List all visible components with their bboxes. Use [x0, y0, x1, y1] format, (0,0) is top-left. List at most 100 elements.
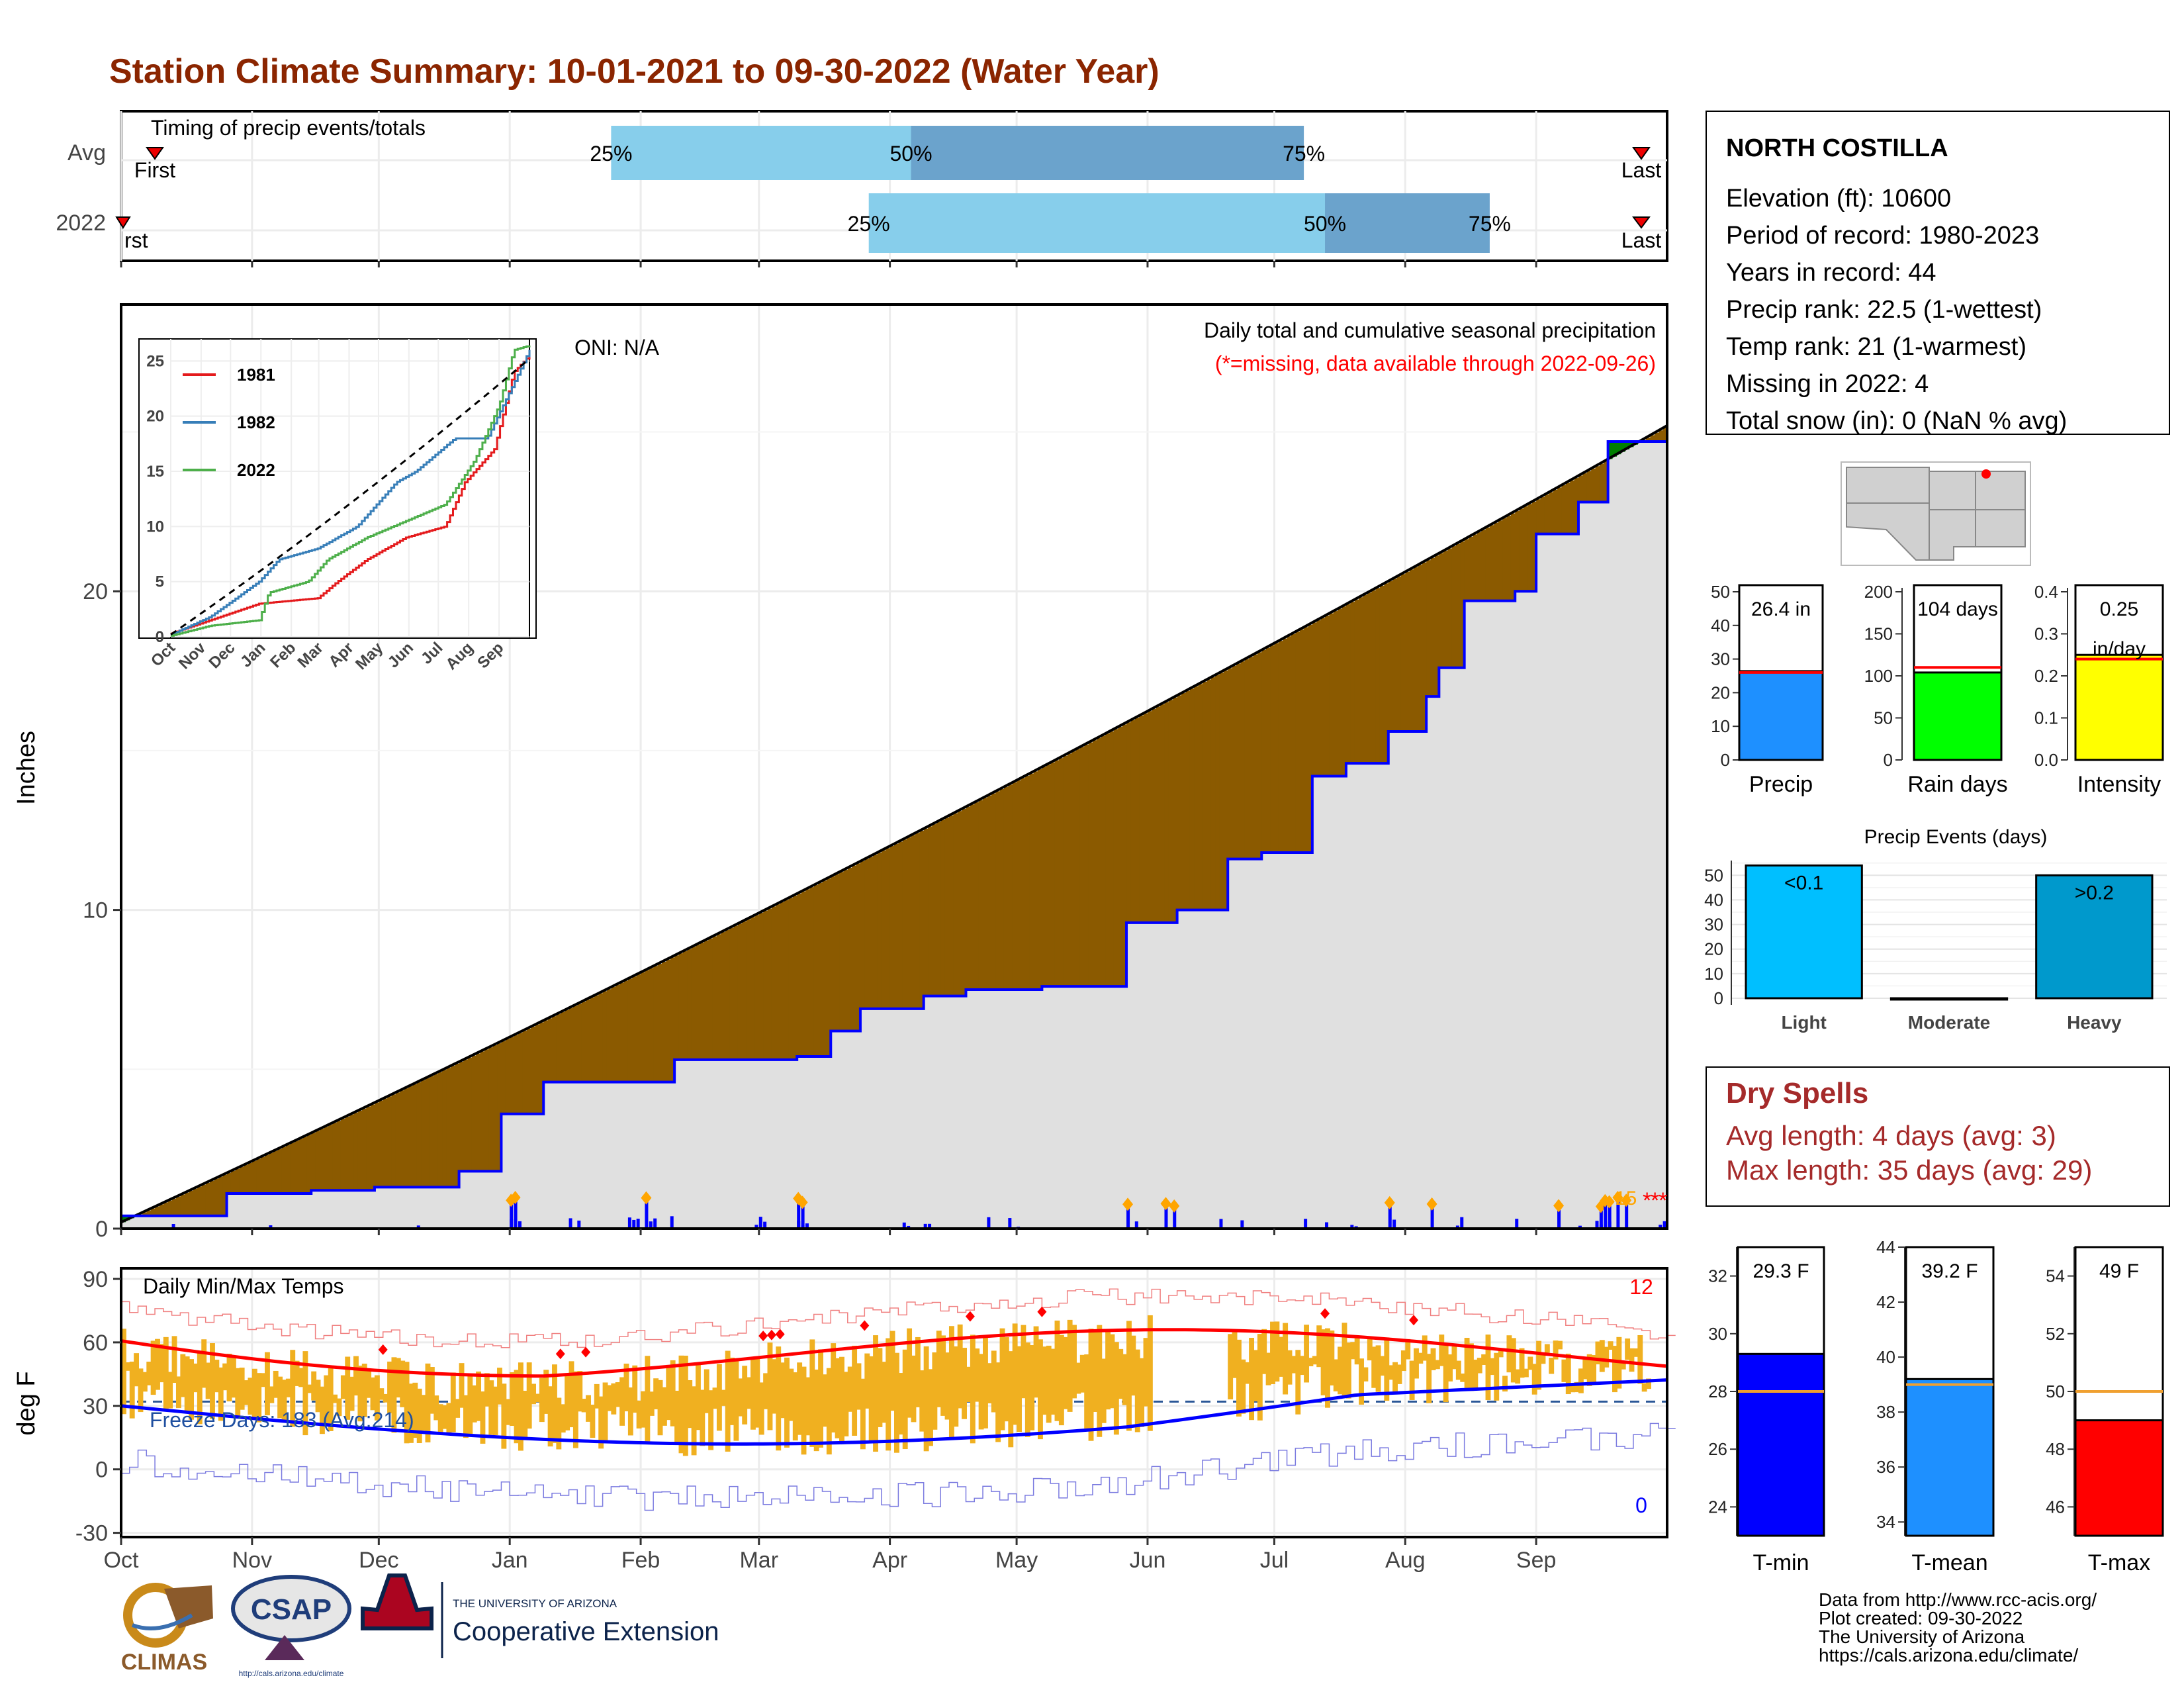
daily-temp-bar — [898, 1373, 904, 1435]
daily-temp-bar — [586, 1395, 591, 1422]
daily-temp-bar — [1283, 1323, 1289, 1395]
station-info-line: Years in record: 44 — [1726, 259, 1936, 287]
below-normal-area — [1662, 428, 1668, 442]
daily-precip-bar — [171, 1224, 175, 1229]
daily-temp-bar — [1473, 1359, 1479, 1390]
below-normal-area — [983, 798, 988, 990]
below-normal-area — [433, 1074, 439, 1188]
events-ytick-label: 20 — [1704, 939, 1723, 959]
record-high-marker — [581, 1346, 591, 1358]
events-category-label: Light — [1781, 1012, 1826, 1033]
daily-temp-bar — [894, 1352, 899, 1453]
below-normal-area — [1396, 576, 1402, 732]
below-normal-area — [146, 1210, 152, 1216]
daily-precip-bar — [1515, 1219, 1519, 1229]
below-normal-area — [1088, 742, 1093, 987]
daily-temp-bar — [962, 1348, 968, 1419]
daily-temp-bar — [311, 1371, 317, 1401]
below-normal-area — [733, 925, 739, 1060]
below-normal-area — [467, 1057, 473, 1172]
below-normal-area — [843, 870, 848, 1031]
daily-temp-bar — [167, 1372, 173, 1409]
last-label-2022: Last — [1621, 228, 1662, 252]
below-normal-area — [1177, 695, 1182, 910]
daily-temp-bar — [1058, 1335, 1064, 1426]
tbar-ytick-label: 50 — [2046, 1382, 2065, 1401]
below-normal-area — [1515, 510, 1520, 592]
daily-temp-bar — [1354, 1336, 1360, 1365]
daily-temp-bar — [218, 1367, 224, 1421]
daily-temp-bar — [1232, 1331, 1238, 1378]
below-normal-area — [928, 826, 933, 996]
daily-temp-bar — [197, 1351, 203, 1425]
tbar-label: T-min — [1753, 1550, 1809, 1575]
precip-panel: 0 10 20 Inches ONI: N/A Daily total and cu… — [13, 261, 1668, 1242]
daily-temp-bar — [801, 1366, 807, 1455]
daily-precip-bar — [928, 1223, 932, 1229]
dry-spells-box: Dry Spells Avg length: 4 days (avg: 3) M… — [1706, 1066, 2170, 1207]
below-normal-area — [1071, 751, 1077, 987]
below-normal-area — [1101, 735, 1106, 987]
below-normal-area — [856, 863, 861, 1031]
below-normal-area — [569, 1008, 574, 1082]
daily-temp-bar — [767, 1342, 773, 1430]
below-normal-area — [632, 976, 637, 1082]
daily-temp-bar — [412, 1382, 418, 1438]
daily-temp-bar — [1582, 1357, 1588, 1380]
below-normal-area — [526, 1029, 531, 1114]
daily-temp-bar — [1345, 1342, 1351, 1399]
daily-temp-bar — [492, 1386, 498, 1435]
daily-temp-bar — [159, 1344, 165, 1383]
below-normal-area — [797, 893, 802, 1057]
below-normal-area — [1489, 525, 1494, 601]
daily-precip-bar — [1625, 1200, 1629, 1229]
below-normal-area — [594, 995, 599, 1082]
daily-temp-bar — [522, 1390, 528, 1440]
daily-temp-bar — [1565, 1353, 1571, 1395]
inset-ytick-label: 10 — [146, 518, 164, 536]
below-normal-area — [379, 1100, 384, 1188]
daily-temp-bar — [1625, 1338, 1631, 1360]
below-normal-area — [919, 830, 925, 1009]
daily-temp-bar — [535, 1393, 541, 1403]
daily-temp-bar — [1287, 1350, 1293, 1385]
below-normal-area — [1113, 729, 1118, 987]
daily-precip-bar — [649, 1221, 653, 1229]
below-normal-area — [581, 1002, 586, 1082]
daily-precip-bar — [653, 1218, 657, 1229]
below-normal-area — [442, 1070, 447, 1188]
below-normal-area — [155, 1206, 160, 1216]
daily-temp-bar — [142, 1372, 148, 1392]
daily-temp-bar — [641, 1391, 646, 1428]
below-normal-area — [1042, 767, 1047, 987]
below-normal-area — [801, 891, 806, 1057]
daily-temp-bar — [1591, 1355, 1596, 1383]
daily-precip-bar — [1134, 1221, 1138, 1229]
daily-temp-bar — [1067, 1319, 1073, 1412]
daily-temp-bar — [1485, 1335, 1491, 1401]
daily-temp-bar — [1029, 1344, 1035, 1430]
below-normal-area — [391, 1094, 396, 1188]
below-normal-area — [1345, 604, 1351, 764]
below-normal-area — [383, 1098, 388, 1188]
below-normal-area — [1308, 624, 1313, 853]
daily-temp-bar — [1122, 1354, 1128, 1405]
below-normal-area — [189, 1190, 194, 1216]
daily-temp-bar — [721, 1389, 727, 1406]
daily-temp-bar — [691, 1386, 697, 1456]
tbar-ytick-label: 32 — [1708, 1266, 1727, 1286]
daily-temp-bar — [1130, 1335, 1136, 1396]
heavy-event-marker — [1621, 1194, 1632, 1207]
below-normal-area — [488, 1047, 494, 1172]
daily-precip-bar — [801, 1202, 805, 1229]
daily-temp-bar — [873, 1335, 878, 1452]
record-high-marker — [555, 1348, 565, 1360]
csap-logo-text: CSAP — [251, 1593, 332, 1626]
below-normal-area — [1434, 555, 1439, 697]
daily-precip-bar — [1219, 1219, 1223, 1229]
daily-temp-bar — [1147, 1315, 1153, 1431]
below-normal-area — [1582, 473, 1588, 502]
below-normal-area — [636, 974, 641, 1082]
below-normal-area — [1320, 618, 1326, 776]
timing-row-avg: Avg — [68, 140, 106, 165]
